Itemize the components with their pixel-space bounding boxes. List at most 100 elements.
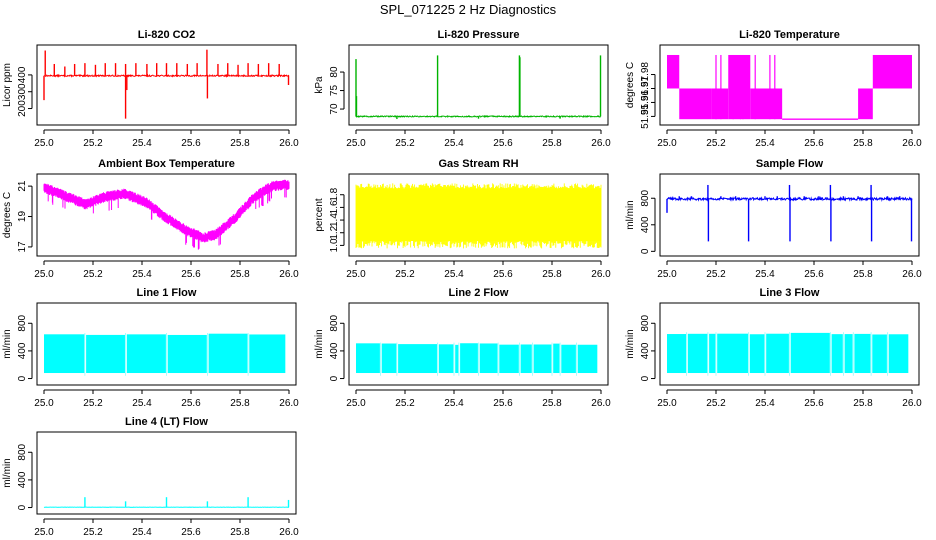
panel-title: Li-820 Pressure [438, 29, 520, 41]
y-tick-label: 400 [329, 342, 340, 359]
x-tick-label: 26.0 [902, 269, 922, 280]
x-tick-label: 25.8 [230, 527, 250, 538]
series-toggle-block [872, 54, 912, 89]
y-tick-label: 1.2 [329, 225, 340, 239]
series-block [438, 344, 454, 374]
series-toggle-block [711, 88, 729, 120]
x-tick-label: 25.4 [755, 269, 775, 280]
series-block [854, 333, 871, 374]
x-tick-label: 25.8 [853, 398, 873, 409]
panel-title: Sample Flow [756, 158, 824, 170]
series-block [86, 334, 125, 374]
x-tick-label: 26.0 [279, 269, 299, 280]
panel-title: Line 1 Flow [137, 287, 197, 299]
panel-title: Line 4 (LT) Flow [125, 416, 208, 428]
x-tick-label: 25.2 [395, 269, 415, 280]
figure-title: SPL_071225 2 Hz Diagnostics [380, 2, 557, 17]
x-tick-label: 25.2 [395, 398, 415, 409]
y-tick-label: 400 [17, 66, 28, 83]
x-tick-label: 25.4 [132, 138, 152, 149]
series-block [667, 334, 686, 374]
y-tick-label: 1.6 [329, 200, 340, 214]
x-tick-label: 25.6 [493, 398, 513, 409]
series-block [687, 333, 708, 374]
x-tick-label: 25.4 [132, 398, 152, 409]
series-block [766, 333, 789, 374]
series-block [126, 334, 166, 374]
x-tick-label: 25.0 [34, 527, 54, 538]
chart-panel-5: Gas Stream RH percent 25.0 25.2 25.4 25.6 25.8… [314, 158, 611, 280]
series-band [43, 179, 290, 250]
series-block [44, 334, 85, 374]
series-toggle-block [728, 54, 751, 120]
y-axis-label: ml/min [625, 329, 636, 358]
x-tick-label: 25.2 [83, 527, 103, 538]
y-tick-label: 1.4 [329, 213, 340, 227]
y-tick-label: 800 [17, 443, 28, 460]
series-outliers [355, 183, 602, 249]
x-tick-label: 26.0 [591, 269, 611, 280]
panel-title: Li-820 Temperature [739, 29, 840, 41]
x-tick-label: 25.0 [657, 269, 677, 280]
y-tick-label: 200 [17, 100, 28, 117]
y-tick-label: 800 [640, 314, 651, 331]
series-block [167, 334, 207, 374]
x-tick-label: 26.0 [591, 138, 611, 149]
x-tick-label: 25.0 [34, 398, 54, 409]
plot-frame [36, 44, 297, 126]
chart-panel-8: Line 2 Flow ml/min 25.0 25.2 25.4 25.6 25.8 26.… [314, 287, 611, 409]
x-tick-label: 25.2 [706, 269, 726, 280]
x-tick-label: 25.6 [804, 269, 824, 280]
y-tick-label: 21 [17, 180, 28, 192]
y-tick-label: 51.95 [640, 103, 651, 128]
plot-frame [36, 302, 297, 386]
plot-frame [36, 173, 297, 257]
x-tick-label: 26.0 [591, 398, 611, 409]
series-block [398, 344, 437, 374]
series-block [533, 344, 552, 374]
series-block [561, 344, 576, 374]
y-tick-label: 75 [329, 85, 340, 97]
y-tick-label: 0 [17, 504, 28, 510]
series-block [249, 334, 286, 374]
series-block [888, 334, 909, 374]
panel-title: Li-820 CO2 [138, 29, 195, 41]
x-tick-label: 25.2 [83, 398, 103, 409]
series-block [709, 333, 716, 374]
y-axis-label: degrees C [625, 62, 636, 108]
y-tick-label: 400 [640, 216, 651, 233]
panel-title: Gas Stream RH [438, 158, 518, 170]
x-tick-label: 25.8 [230, 269, 250, 280]
y-tick-label: 400 [17, 342, 28, 359]
y-tick-label: 0 [640, 248, 651, 254]
x-tick-label: 25.4 [444, 398, 464, 409]
series-block [479, 343, 498, 374]
plot-frame [348, 302, 609, 386]
chart-panel-6: Sample Flow ml/min 25.0 25.2 25.4 25.6 25.8 26.… [625, 158, 922, 280]
plot-frame [659, 44, 920, 126]
x-tick-label: 25.0 [346, 138, 366, 149]
series-block [208, 333, 248, 374]
x-tick-label: 25.4 [755, 398, 775, 409]
x-tick-label: 25.6 [181, 527, 201, 538]
x-tick-label: 26.0 [279, 138, 299, 149]
y-tick-label: 51.96 [640, 90, 651, 115]
x-tick-label: 25.2 [83, 138, 103, 149]
y-tick-label: 800 [329, 314, 340, 331]
x-tick-label: 25.0 [657, 138, 677, 149]
y-tick-label: 51.97 [640, 76, 651, 101]
x-tick-label: 25.2 [706, 138, 726, 149]
y-tick-label: 51.98 [640, 62, 651, 87]
x-tick-label: 25.8 [230, 138, 250, 149]
chart-panel-3: Li-820 Temperature degrees C 25.0 25.2 25.4 2… [625, 29, 922, 149]
x-tick-label: 25.2 [706, 398, 726, 409]
plot-frame [348, 173, 609, 257]
y-tick-label: 400 [17, 471, 28, 488]
series-block [749, 334, 765, 374]
series-block [499, 344, 519, 374]
y-axis-label: percent [314, 198, 325, 232]
y-axis-label: ml/min [2, 458, 13, 487]
x-tick-label: 25.8 [542, 138, 562, 149]
y-axis-label: ml/min [625, 200, 636, 229]
